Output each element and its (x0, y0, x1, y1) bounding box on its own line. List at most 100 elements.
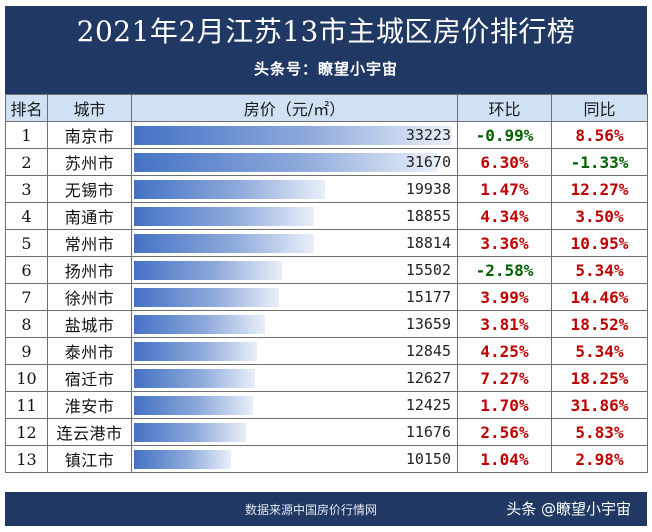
city-cell: 宿迁市 (47, 364, 132, 392)
table-row: 3 无锡市 19938 1.47% 12.27% (5, 175, 648, 203)
price-value: 12845 (405, 342, 451, 360)
yoy-change-cell: 12.27% (551, 175, 648, 203)
city-cell: 连云港市 (47, 418, 132, 446)
mom-change-cell: 7.27% (457, 364, 552, 392)
price-value: 13659 (405, 315, 451, 333)
price-bar (134, 288, 279, 307)
price-cell: 10150 (131, 445, 458, 473)
price-cell: 33223 (131, 121, 458, 149)
column-header-yoy: 同比 (551, 94, 648, 122)
city-cell: 泰州市 (47, 337, 132, 365)
city-cell: 盐城市 (47, 310, 132, 338)
rank-cell: 7 (5, 283, 48, 311)
table-row: 7 徐州市 15177 3.99% 14.46% (5, 283, 648, 311)
table-row: 2 苏州市 31670 6.30% -1.33% (5, 148, 648, 176)
mom-change-cell: 2.56% (457, 418, 552, 446)
data-source-note: 数据来源中国房价行情网 (245, 503, 378, 517)
city-cell: 苏州市 (47, 148, 132, 176)
rank-cell: 2 (5, 148, 48, 176)
table-body: 1 南京市 33223 -0.99% 8.56% 2 苏州市 31670 6.30% -1.33%… (5, 121, 648, 473)
yoy-change-cell: 8.56% (551, 121, 648, 149)
table-row: 4 南通市 18855 4.34% 3.50% (5, 202, 648, 230)
yoy-change-cell: 5.83% (551, 418, 648, 446)
column-header-city: 城市 (47, 94, 132, 122)
table-row: 1 南京市 33223 -0.99% 8.56% (5, 121, 648, 149)
price-value: 15502 (405, 261, 451, 279)
price-cell: 18814 (131, 229, 458, 257)
price-bar (134, 315, 265, 334)
footer-bar: 数据来源中国房价行情网 头条 @瞭望小宇宙 (5, 492, 647, 526)
price-bar (134, 423, 246, 442)
mom-change-cell: 4.25% (457, 337, 552, 365)
table-row: 10 宿迁市 12627 7.27% 18.25% (5, 364, 648, 392)
price-bar (134, 180, 325, 199)
column-header-price: 房价（元/㎡） (131, 94, 458, 122)
price-bar (134, 369, 255, 388)
yoy-change-cell: 18.52% (551, 310, 648, 338)
mom-change-cell: 1.70% (457, 391, 552, 419)
mom-change-cell: -2.58% (457, 256, 552, 284)
price-value: 15177 (405, 288, 451, 306)
price-value: 10150 (405, 450, 451, 468)
mom-change-cell: 3.36% (457, 229, 552, 257)
city-cell: 无锡市 (47, 175, 132, 203)
table-row: 6 扬州市 15502 -2.58% 5.34% (5, 256, 648, 284)
mom-change-cell: 3.81% (457, 310, 552, 338)
rank-cell: 4 (5, 202, 48, 230)
table-row: 9 泰州市 12845 4.25% 5.34% (5, 337, 648, 365)
yoy-change-cell: 3.50% (551, 202, 648, 230)
page-title: 2021年2月江苏13市主城区房价排行榜 (76, 15, 576, 48)
city-cell: 徐州市 (47, 283, 132, 311)
price-cell: 19938 (131, 175, 458, 203)
price-cell: 15177 (131, 283, 458, 311)
price-value: 12627 (405, 369, 451, 387)
author-subtitle: 头条号：瞭望小宇宙 (253, 60, 398, 78)
yoy-change-cell: 5.34% (551, 256, 648, 284)
price-cell: 12425 (131, 391, 458, 419)
yoy-change-cell: 14.46% (551, 283, 648, 311)
city-cell: 淮安市 (47, 391, 132, 419)
mom-change-cell: 4.34% (457, 202, 552, 230)
rank-cell: 1 (5, 121, 48, 149)
price-bar (134, 153, 437, 172)
price-cell: 31670 (131, 148, 458, 176)
mom-change-cell: 6.30% (457, 148, 552, 176)
city-cell: 常州市 (47, 229, 132, 257)
price-value: 33223 (405, 126, 451, 144)
city-cell: 南通市 (47, 202, 132, 230)
price-bar (134, 234, 314, 253)
price-cell: 13659 (131, 310, 458, 338)
column-header-rank: 排名 (5, 94, 48, 122)
rank-cell: 13 (5, 445, 48, 473)
table-row: 11 淮安市 12425 1.70% 31.86% (5, 391, 648, 419)
price-cell: 11676 (131, 418, 458, 446)
mom-change-cell: 1.47% (457, 175, 552, 203)
table-row: 12 连云港市 11676 2.56% 5.83% (5, 418, 648, 446)
price-bar (134, 207, 314, 226)
yoy-change-cell: 5.34% (551, 337, 648, 365)
price-value: 12425 (405, 396, 451, 414)
price-value: 11676 (405, 423, 451, 441)
city-cell: 南京市 (47, 121, 132, 149)
table-row: 5 常州市 18814 3.36% 10.95% (5, 229, 648, 257)
yoy-change-cell: 18.25% (551, 364, 648, 392)
price-bar (134, 126, 452, 145)
rank-cell: 9 (5, 337, 48, 365)
price-bar (134, 450, 231, 469)
rank-cell: 12 (5, 418, 48, 446)
price-bar (134, 342, 257, 361)
price-cell: 18855 (131, 202, 458, 230)
rank-cell: 11 (5, 391, 48, 419)
rank-cell: 3 (5, 175, 48, 203)
yoy-change-cell: -1.33% (551, 148, 648, 176)
rank-cell: 8 (5, 310, 48, 338)
price-value: 18814 (405, 234, 451, 252)
price-value: 19938 (405, 180, 451, 198)
column-header-mom: 环比 (457, 94, 552, 122)
rank-cell: 5 (5, 229, 48, 257)
price-cell: 15502 (131, 256, 458, 284)
price-cell: 12627 (131, 364, 458, 392)
mom-change-cell: 1.04% (457, 445, 552, 473)
rank-cell: 6 (5, 256, 48, 284)
